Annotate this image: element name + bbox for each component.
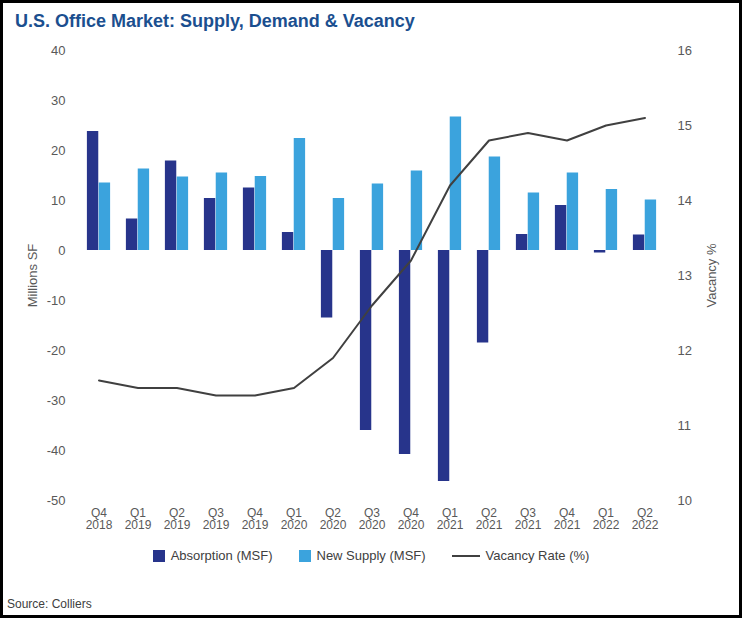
svg-text:0: 0 [58,243,65,258]
html-text:New Supply (MSF): New Supply (MSF) [316,548,426,563]
svg-text:-40: -40 [47,443,66,458]
html-text:Source: Colliers: Source: Colliers [7,597,92,611]
svg-text:Q22021: Q22021 [476,506,503,532]
svg-text:Q32019: Q32019 [203,506,230,532]
svg-text:12: 12 [678,343,692,358]
svg-text:-30: -30 [47,393,66,408]
svg-text:-50: -50 [47,493,66,508]
svg-text:16: 16 [678,43,692,58]
svg-text:Vacancy %: Vacancy % [704,243,719,308]
svg-text:Q42020: Q42020 [398,506,425,532]
svg-text:Q32020: Q32020 [359,506,386,532]
svg-text:Q12020: Q12020 [281,506,308,532]
svg-text:Q12019: Q12019 [125,506,152,532]
html-text:U.S. Office Market: Supply, De: U.S. Office Market: Supply, Demand & Vac… [15,11,415,31]
svg-text:Q42019: Q42019 [242,506,269,532]
svg-text:10: 10 [678,493,692,508]
svg-text:Q32021: Q32021 [515,506,542,532]
svg-text:Q12022: Q12022 [593,506,620,532]
svg-text:11: 11 [678,418,692,433]
svg-text:30: 30 [51,93,65,108]
svg-text:Q42018: Q42018 [86,506,113,532]
svg-text:Q22020: Q22020 [320,506,347,532]
svg-text:Millions SF: Millions SF [25,244,40,308]
svg-text:Q22022: Q22022 [632,506,659,532]
svg-text:40: 40 [51,43,65,58]
svg-text:-20: -20 [47,343,66,358]
svg-text:15: 15 [678,118,692,133]
svg-text:Q42021: Q42021 [554,506,581,532]
svg-text:Q22019: Q22019 [164,506,191,532]
svg-text:-10: -10 [47,293,66,308]
svg-text:14: 14 [678,193,692,208]
svg-text:10: 10 [51,193,65,208]
svg-text:13: 13 [678,268,692,283]
html-text:Absorption (MSF): Absorption (MSF) [170,548,273,563]
svg-text:20: 20 [51,143,65,158]
svg-text:Q12021: Q12021 [437,506,464,532]
html-text:Vacancy Rate (%): Vacancy Rate (%) [485,548,590,563]
